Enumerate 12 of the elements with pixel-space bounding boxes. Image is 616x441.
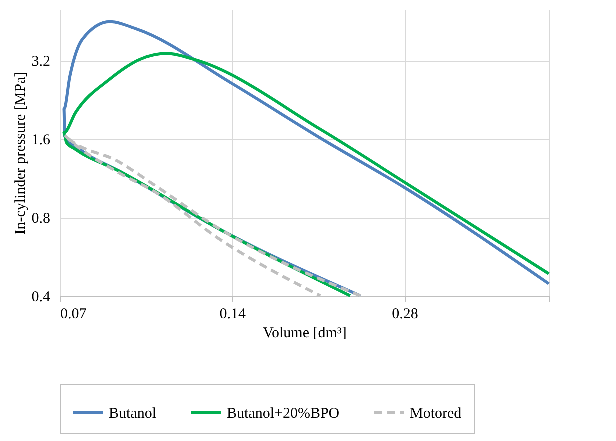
legend-label: Butanol+20%BPO [227, 406, 340, 422]
y-tick-label: 1.6 [32, 132, 51, 149]
y-tick-label: 0.4 [32, 290, 51, 306]
x-tick-label: 0.28 [392, 306, 418, 322]
y-tick-label: 3.2 [32, 54, 50, 70]
legend-label: Butanol [109, 406, 156, 422]
y-tick-label: 0.8 [32, 211, 50, 228]
y-axis-title: In-cylinder pressure [MPa] [12, 72, 29, 235]
x-tick-label: 0.07 [60, 306, 88, 322]
legend-label: Motored [410, 406, 462, 422]
x-tick-label: 0.14 [220, 306, 247, 322]
x-axis-title: Volume [dm³] [263, 326, 347, 342]
